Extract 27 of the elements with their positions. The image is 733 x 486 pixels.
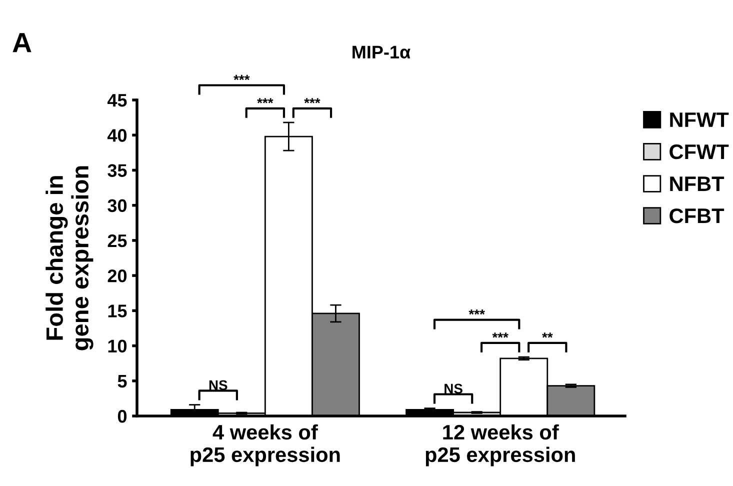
annotation: *** xyxy=(304,98,320,104)
legend-label: NFBT xyxy=(670,176,724,191)
text: A xyxy=(12,33,32,52)
chart-title: MIP-1α xyxy=(352,46,410,59)
annotation: NS xyxy=(444,384,462,394)
x-tick-label: 4 weeks of p25 expression xyxy=(190,424,340,466)
annotation: *** xyxy=(257,98,274,104)
y-tick-label: 45 xyxy=(107,94,127,107)
y-tick-label: 15 xyxy=(108,304,127,318)
annotation: *** xyxy=(492,332,508,338)
y-tick-label: 0 xyxy=(118,410,127,423)
annotation: NS xyxy=(209,380,228,390)
annotation: ** xyxy=(542,332,553,338)
y-axis-title: Fold change in gene expression xyxy=(46,166,94,350)
y-tick-label: 30 xyxy=(108,199,127,212)
annotation: *** xyxy=(468,309,485,315)
y-tick-label: 35 xyxy=(108,164,127,177)
x-tick-label: 12 weeks of p25 expression xyxy=(426,424,575,466)
y-tick-label: 20 xyxy=(108,269,127,282)
y-tick-label: 25 xyxy=(108,234,127,248)
y-tick-label: 10 xyxy=(108,340,127,352)
legend-label: CFWT xyxy=(670,144,729,160)
y-tick-label: 40 xyxy=(107,129,127,142)
y-tick-label: 5 xyxy=(118,375,127,388)
legend-label: CFBT xyxy=(670,208,724,224)
legend-label: NFWT xyxy=(670,112,729,127)
text: *** xyxy=(234,74,250,80)
